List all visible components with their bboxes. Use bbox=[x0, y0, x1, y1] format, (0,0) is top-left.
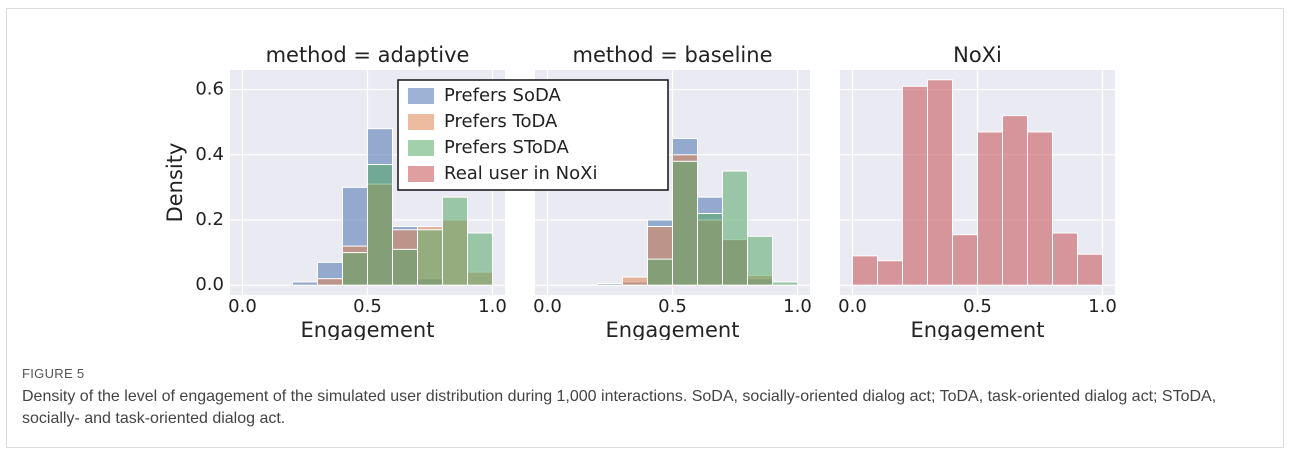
bar bbox=[672, 160, 698, 286]
x-tick-label: 0.0 bbox=[838, 296, 867, 317]
bar bbox=[1052, 232, 1078, 286]
chart: 0.0 0.5 1.0 Engagement method = adaptive Dens… bbox=[163, 43, 1117, 340]
bar bbox=[852, 255, 878, 286]
bar bbox=[1027, 131, 1053, 286]
bar bbox=[1002, 115, 1028, 286]
caption: Density of the level of engagement of th… bbox=[22, 388, 1217, 427]
panel-title: method = baseline bbox=[572, 43, 772, 67]
bar bbox=[292, 281, 318, 286]
figure-frame bbox=[6, 8, 1284, 448]
bar bbox=[622, 276, 648, 286]
legend-label: Prefers SToDA bbox=[444, 137, 569, 158]
legend-swatch bbox=[408, 166, 434, 182]
bar bbox=[772, 281, 798, 286]
bar bbox=[722, 170, 748, 286]
x-tick-label: 0.5 bbox=[353, 296, 382, 317]
y-tick-label: 0.6 bbox=[195, 79, 224, 100]
panel-title: NoXi bbox=[953, 43, 1002, 67]
y-tick-label: 0.0 bbox=[195, 274, 224, 295]
bar bbox=[952, 234, 978, 286]
bar bbox=[877, 260, 903, 286]
bar bbox=[902, 85, 928, 286]
legend-swatch bbox=[408, 88, 434, 104]
y-tick-label: 0.2 bbox=[195, 209, 224, 230]
legend-label: Real user in NoXi bbox=[444, 163, 597, 184]
figure-label: FIGURE 5 bbox=[22, 366, 85, 381]
bar bbox=[597, 283, 623, 286]
panel-title: method = adaptive bbox=[266, 43, 470, 67]
legend-box bbox=[397, 79, 669, 191]
bar bbox=[647, 258, 673, 286]
x-axis-label: Engagement bbox=[911, 318, 1045, 340]
y-tick-label: 0.4 bbox=[195, 144, 224, 165]
bar bbox=[467, 232, 493, 286]
y-axis-label: Density bbox=[163, 143, 187, 223]
legend-label: Prefers SoDA bbox=[444, 85, 562, 106]
bar bbox=[367, 164, 393, 286]
x-tick-label: 0.0 bbox=[228, 296, 257, 317]
bar bbox=[747, 235, 773, 286]
bar bbox=[392, 248, 418, 286]
legend-label: Prefers ToDA bbox=[444, 111, 558, 132]
x-tick-label: 0.0 bbox=[533, 296, 562, 317]
bar bbox=[442, 196, 468, 286]
x-axis-label: Engagement bbox=[301, 318, 435, 340]
bar bbox=[342, 252, 368, 286]
x-tick-label: 1.0 bbox=[1088, 296, 1117, 317]
bar bbox=[977, 131, 1003, 286]
legend-swatch bbox=[408, 114, 434, 130]
x-tick-label: 1.0 bbox=[478, 296, 507, 317]
x-tick-label: 0.5 bbox=[963, 296, 992, 317]
legend-swatch bbox=[408, 140, 434, 156]
x-tick-label: 1.0 bbox=[783, 296, 812, 317]
x-axis-label: Engagement bbox=[606, 318, 740, 340]
bar bbox=[927, 79, 953, 286]
bar bbox=[417, 229, 443, 286]
bar bbox=[697, 212, 723, 286]
bar bbox=[317, 278, 343, 286]
x-tick-label: 0.5 bbox=[658, 296, 687, 317]
bar bbox=[1077, 253, 1103, 286]
